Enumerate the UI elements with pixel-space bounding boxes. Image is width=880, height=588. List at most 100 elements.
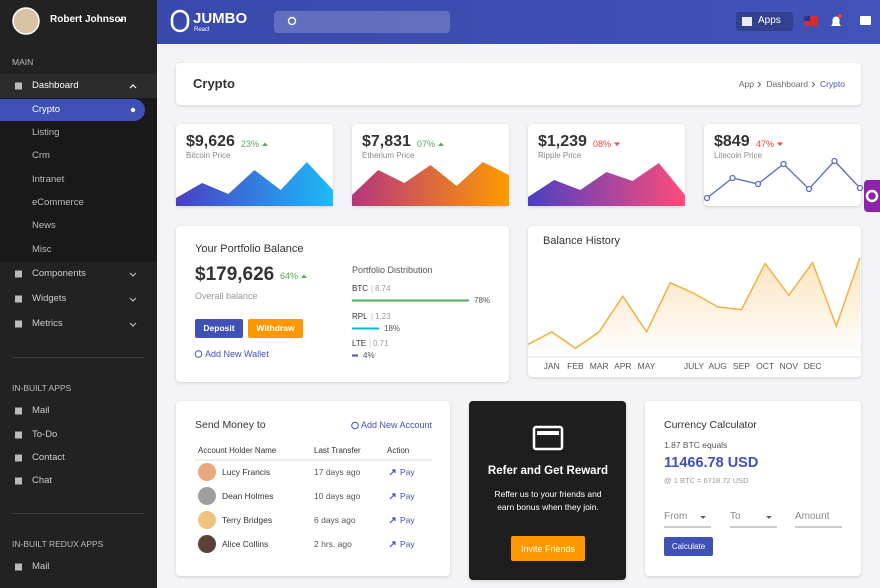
input-label[interactable]: Amount xyxy=(795,511,830,522)
pay-link[interactable]: Pay xyxy=(400,491,415,501)
card-title: Your Portfolio Balance xyxy=(195,243,304,255)
submenu-item[interactable]: Crypto xyxy=(32,104,60,115)
menu-item[interactable]: Dashboard xyxy=(32,80,79,91)
dist-bar xyxy=(352,299,469,302)
calculate-button[interactable] xyxy=(664,537,713,556)
dist-percent: 4% xyxy=(363,351,375,360)
avatar xyxy=(198,487,216,505)
refer-icon-bar xyxy=(537,431,559,435)
section-title: IN-BUILT APPS xyxy=(12,383,72,393)
plus-icon xyxy=(194,350,203,358)
trend-arrow xyxy=(614,142,620,146)
input-label[interactable]: From xyxy=(664,511,688,522)
settings-tab[interactable] xyxy=(864,180,880,212)
pay-icon xyxy=(389,517,396,524)
price-label: Etherium Price xyxy=(362,151,415,160)
menu-icon xyxy=(15,82,22,90)
equals: 1.87 BTC equals xyxy=(664,440,728,450)
dropdown-caret xyxy=(700,516,706,519)
button-label[interactable]: Calculate xyxy=(671,541,706,551)
divider xyxy=(12,357,145,358)
submenu-item[interactable]: News xyxy=(32,220,56,231)
change: 64% xyxy=(280,271,299,281)
price: $849 xyxy=(714,133,750,150)
price-label: Ripple Price xyxy=(538,151,582,160)
dist-percent: 78% xyxy=(474,296,491,305)
pay-link[interactable]: Pay xyxy=(400,467,415,477)
price-label: Litecoin Price xyxy=(714,151,763,160)
bell-icon[interactable] xyxy=(831,16,841,27)
flag-icon[interactable] xyxy=(804,16,818,26)
chat-icon[interactable] xyxy=(860,16,871,25)
breadcrumb[interactable]: Crypto xyxy=(819,79,845,89)
x-tick-label: OCT xyxy=(756,361,775,371)
menu-item[interactable]: Widgets xyxy=(32,293,67,304)
dist-bar xyxy=(352,354,358,357)
deposit-button[interactable] xyxy=(195,319,243,338)
dist-name: BTC xyxy=(352,284,368,293)
last-transfer: 17 days ago xyxy=(314,467,361,477)
refer-title: Refer and Get Reward xyxy=(487,465,609,477)
sparkline-dot xyxy=(780,160,787,168)
menu-icon xyxy=(15,431,22,439)
pay-link[interactable]: Pay xyxy=(400,539,415,549)
history-line xyxy=(527,257,861,350)
breadcrumb[interactable]: Dashboard xyxy=(766,79,808,89)
link[interactable]: Add New Wallet xyxy=(205,349,269,359)
chevron xyxy=(129,297,137,302)
menu-item[interactable]: Mail xyxy=(32,405,50,416)
avatar xyxy=(198,535,216,553)
submenu-item[interactable]: Listing xyxy=(32,127,60,138)
send-money-card xyxy=(176,401,450,576)
rate: @ 1 BTC = 6718.72 USD xyxy=(664,476,749,485)
refer-text: Reffer us to your friends and xyxy=(494,489,602,499)
menu-item[interactable]: Components xyxy=(32,268,86,279)
withdraw-button[interactable] xyxy=(248,319,303,338)
button-label[interactable]: Deposit xyxy=(203,323,235,333)
x-tick-label: DEC xyxy=(803,361,822,371)
trend-arrow xyxy=(301,274,307,278)
menu-item[interactable]: Chat xyxy=(32,475,53,486)
input-label[interactable]: To xyxy=(730,511,741,522)
menu-item[interactable]: Metrics xyxy=(32,318,63,329)
apps-button[interactable] xyxy=(736,12,793,31)
active-item[interactable] xyxy=(0,99,145,121)
refer-text: earn bonus when they join. xyxy=(497,502,599,512)
apps-label[interactable]: Apps xyxy=(758,15,781,26)
button-label[interactable]: Invite Friends xyxy=(520,543,576,554)
submenu-item[interactable]: Misc xyxy=(32,244,52,255)
pay-link[interactable]: Pay xyxy=(400,515,415,525)
invite-button[interactable] xyxy=(511,536,585,561)
gear-icon[interactable] xyxy=(865,189,879,203)
submenu-item[interactable]: Intranet xyxy=(32,174,65,185)
submenu-item[interactable]: Crm xyxy=(32,150,50,161)
avatar[interactable] xyxy=(12,7,40,35)
section-title: MAIN xyxy=(12,57,34,67)
trend-arrow xyxy=(438,142,444,146)
holder-name: Lucy Francis xyxy=(222,467,271,477)
last-transfer: 2 hrs. ago xyxy=(314,539,352,549)
dist-name: LTE xyxy=(352,339,367,348)
section-title: Portfolio Distribution xyxy=(352,265,433,275)
menu-icon xyxy=(15,320,22,328)
menu-item[interactable]: Mail xyxy=(32,561,50,572)
subtitle: Overall balance xyxy=(195,291,258,301)
menu-item[interactable]: Contact xyxy=(32,452,65,463)
pay-icon xyxy=(389,493,396,500)
submenu-item[interactable]: eCommerce xyxy=(32,197,84,208)
search[interactable] xyxy=(274,11,450,33)
dashboard-row xyxy=(0,74,157,98)
user-name[interactable]: Robert Johnson xyxy=(50,14,127,25)
avatar xyxy=(198,463,216,481)
menu-item[interactable]: To-Do xyxy=(32,429,58,440)
link[interactable]: Add New Account xyxy=(360,420,432,430)
pay-icon xyxy=(389,541,396,548)
dist-amount: 1.23 xyxy=(375,312,391,321)
button-label[interactable]: Withdraw xyxy=(256,323,295,333)
card-title: Balance History xyxy=(543,235,621,247)
logo: JUMBO xyxy=(193,10,248,27)
breadcrumb[interactable]: App xyxy=(738,79,754,89)
holder-name: Terry Bridges xyxy=(222,515,273,525)
